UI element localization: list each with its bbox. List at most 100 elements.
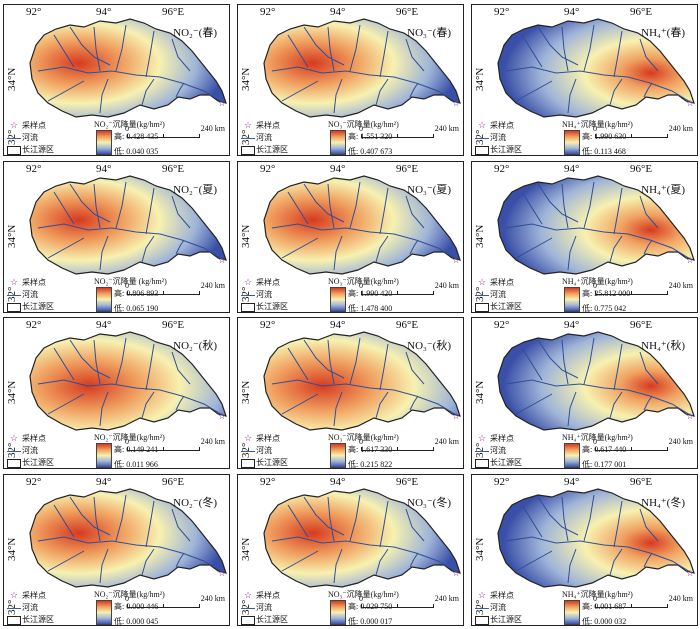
scale-tick bbox=[667, 447, 668, 451]
river-line bbox=[333, 78, 343, 114]
river-line bbox=[271, 379, 459, 417]
legend-high-value: 高: 25.812 000 bbox=[582, 289, 631, 298]
latitude-label: 34°N bbox=[240, 380, 252, 404]
legend-low-value: 低: 1.478 400 bbox=[348, 304, 393, 313]
scale-tick bbox=[163, 134, 164, 138]
legend-river: 河流 bbox=[6, 132, 38, 142]
river-line-icon bbox=[475, 294, 489, 296]
legend-label: 长江源区 bbox=[490, 615, 522, 624]
legend-basin: 长江源区 bbox=[474, 301, 522, 312]
scale-tick bbox=[595, 447, 596, 451]
longitude-label: 92° bbox=[494, 319, 510, 331]
legend-basin: 长江源区 bbox=[6, 457, 54, 468]
longitude-label: 96°E bbox=[630, 319, 653, 331]
legend-basin: 长江源区 bbox=[6, 614, 54, 625]
river-line bbox=[171, 38, 191, 72]
sample-point-icon: ☆ bbox=[9, 590, 19, 600]
river-line bbox=[609, 78, 623, 106]
color-ramp bbox=[564, 600, 580, 625]
river-line bbox=[281, 393, 319, 415]
panel-title: NH₄⁺(秋) bbox=[641, 340, 685, 352]
river-line bbox=[567, 78, 577, 114]
longitude-label: 96°E bbox=[162, 163, 185, 175]
river-line-icon bbox=[241, 294, 255, 296]
river-line bbox=[69, 26, 111, 66]
longitude-label: 94° bbox=[330, 6, 346, 18]
scale-zero-label: 0 bbox=[593, 594, 597, 603]
basin-map: ☆ bbox=[497, 175, 695, 275]
scale-bar: 0 240 km bbox=[359, 594, 459, 610]
legend-river: 河流 bbox=[474, 289, 506, 299]
longitude-label: 94° bbox=[330, 476, 346, 488]
color-ramp bbox=[96, 287, 112, 312]
map-panel: ☆ 92° 94° 96°E 34°N 32° NH₄⁺(夏) ☆ 采样点 河流 长江源区 NH₄⁺沉… bbox=[471, 161, 698, 313]
river-line-icon bbox=[475, 607, 489, 609]
river-line bbox=[47, 393, 85, 415]
legend-basin: 长江源区 bbox=[474, 614, 522, 625]
river-line bbox=[379, 343, 389, 391]
legend-high-value: 高: 1.990 420 bbox=[348, 289, 393, 298]
river-line bbox=[37, 66, 225, 104]
latitude-label: 34°N bbox=[6, 67, 18, 91]
river-line bbox=[53, 347, 75, 381]
legend-sample-point: ☆ 采样点 bbox=[6, 590, 46, 600]
latitude-label: 34°N bbox=[474, 380, 486, 404]
scale-bar: 0 240 km bbox=[125, 281, 225, 297]
legend-label: 采样点 bbox=[490, 591, 514, 600]
river-line bbox=[583, 337, 595, 385]
legend-label: 河流 bbox=[256, 290, 272, 299]
map-legend: ☆ 采样点 河流 长江源区 NO₃⁻沉降量(kg/hm²) 高: 0.029 750 低: … bbox=[240, 590, 462, 625]
map-panel: ☆ 92° 94° 96°E 34°N 32° NO₂⁻(夏) ☆ 采样点 河流 长江源区 NO₂⁻沉… bbox=[3, 161, 230, 313]
river-line bbox=[405, 195, 425, 229]
basin-map: ☆ bbox=[29, 18, 227, 118]
panel-title: NH₄⁺(冬) bbox=[641, 497, 685, 509]
legend-label: 采样点 bbox=[22, 591, 46, 600]
legend-label: 采样点 bbox=[256, 591, 280, 600]
river-line bbox=[405, 38, 425, 72]
color-ramp bbox=[330, 600, 346, 625]
legend-label: 采样点 bbox=[490, 434, 514, 443]
map-legend: ☆ 采样点 河流 长江源区 NH₄⁺沉降量(kg/hm²) 高: 1.990 630 低: … bbox=[474, 120, 696, 156]
river-line bbox=[99, 78, 109, 114]
river-line bbox=[171, 195, 191, 229]
legend-low-value: 低: 0.113 468 bbox=[582, 147, 626, 156]
river-line bbox=[515, 393, 553, 415]
river-line bbox=[99, 548, 109, 584]
river-line bbox=[37, 223, 225, 261]
river-line bbox=[171, 351, 191, 385]
map-panel: ☆ 92° 94° 96°E 34°N 32° NO₂⁻(冬) ☆ 采样点 河流 长江源区 NO₂⁻沉… bbox=[3, 474, 230, 626]
longitude-label: 94° bbox=[96, 6, 112, 18]
longitude-label: 96°E bbox=[396, 319, 419, 331]
legend-label: 采样点 bbox=[256, 278, 280, 287]
legend-label: 长江源区 bbox=[256, 458, 288, 467]
legend-label: 河流 bbox=[490, 603, 506, 612]
river-line bbox=[47, 237, 85, 259]
scale-bar: 0 240 km bbox=[125, 124, 225, 140]
scale-tick bbox=[595, 291, 596, 295]
river-line bbox=[141, 391, 155, 419]
basin-map: ☆ bbox=[497, 18, 695, 118]
longitude-label: 94° bbox=[564, 163, 580, 175]
scale-length-label: 240 km bbox=[200, 437, 225, 446]
sample-point-icon: ☆ bbox=[9, 277, 19, 287]
scale-tick bbox=[397, 447, 398, 451]
longitude-label: 96°E bbox=[162, 319, 185, 331]
legend-high-value: 高: 1.551 320 bbox=[348, 132, 393, 141]
river-line bbox=[145, 30, 155, 78]
longitude-label: 92° bbox=[260, 6, 276, 18]
longitude-label: 94° bbox=[564, 319, 580, 331]
basin-map: ☆ bbox=[497, 331, 695, 431]
river-line bbox=[583, 181, 595, 229]
river-line bbox=[409, 82, 419, 98]
river-line bbox=[303, 496, 345, 536]
basin-map: ☆ bbox=[263, 18, 461, 118]
longitude-label: 92° bbox=[494, 6, 510, 18]
legend-label: 采样点 bbox=[22, 278, 46, 287]
river-line bbox=[327, 339, 335, 385]
scale-bar: 0 240 km bbox=[359, 124, 459, 140]
river-line bbox=[271, 66, 459, 104]
river-line-icon bbox=[241, 450, 255, 452]
basin-box-icon bbox=[7, 458, 21, 468]
longitude-label: 92° bbox=[26, 319, 42, 331]
legend-basin: 长江源区 bbox=[240, 301, 288, 312]
